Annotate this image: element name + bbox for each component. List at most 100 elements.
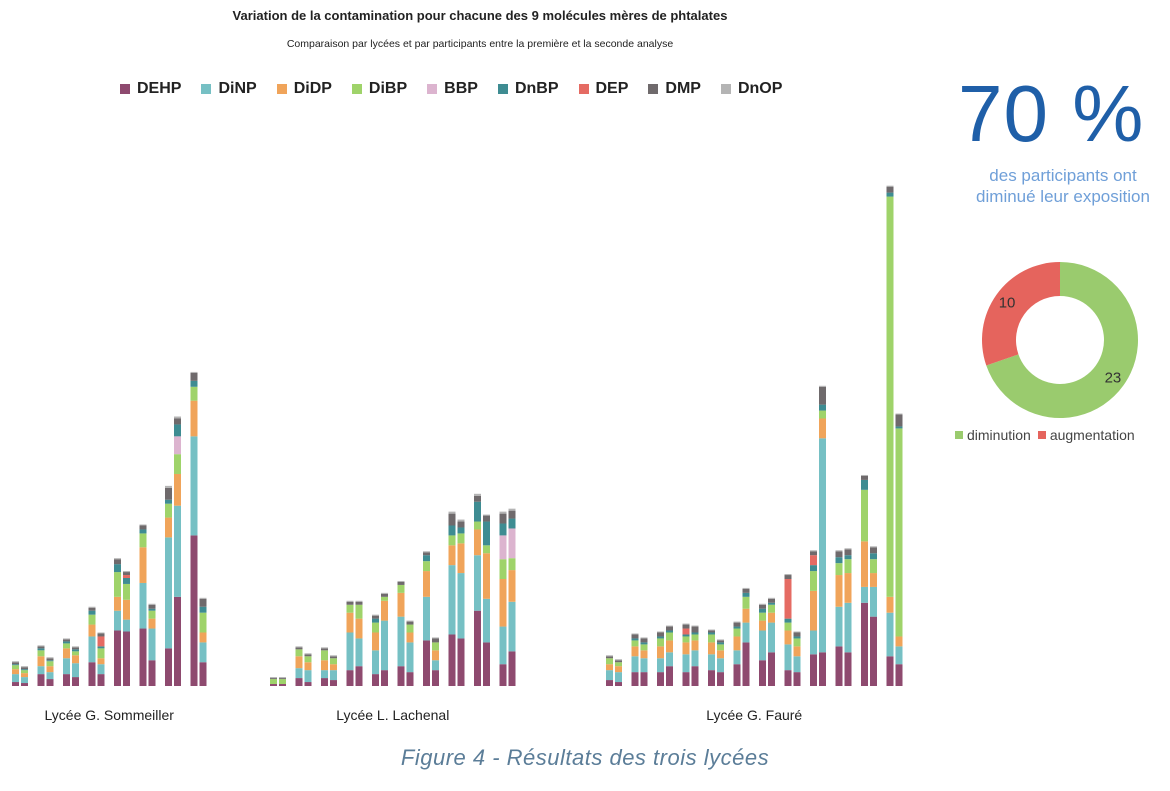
- chart-legend: DEHP DiNP DiDP DiBP BBP DnBP DEP DMP DnOP: [120, 80, 802, 98]
- bar-segment-dinp: [12, 674, 19, 683]
- bar-segment-didp: [742, 608, 750, 623]
- bar-segment-dinp: [861, 586, 868, 603]
- bar-segment-didp: [870, 573, 877, 587]
- bar-segment-dnbp: [88, 610, 96, 615]
- bar-segment-dmp: [819, 386, 826, 405]
- bar-segment-dibp: [474, 521, 481, 530]
- bar-segment-dnop: [21, 666, 28, 668]
- bar-segment-dnop: [37, 645, 45, 647]
- bar-segment-didp: [199, 632, 207, 643]
- bar-segment-didp: [321, 660, 328, 671]
- bar-segment-dinp: [615, 672, 622, 683]
- bar-segment-dehp: [895, 664, 903, 686]
- bar-segment-dehp: [190, 535, 198, 686]
- bar-segment-dibp: [631, 640, 639, 647]
- bar-segment-dnbp: [97, 646, 105, 649]
- bar-segment-dnbp: [139, 529, 147, 534]
- bar-segment-dibp: [199, 612, 207, 633]
- legend-item-dnop: DnOP: [720, 80, 782, 98]
- bar-segment-dnop: [768, 597, 775, 599]
- bar-segment-dmp: [474, 495, 481, 502]
- bar-segment-dmp: [640, 638, 648, 643]
- bar-segment-dehp: [861, 602, 868, 686]
- bar-segment-dnop: [886, 185, 894, 187]
- bar-segment-dehp: [355, 666, 363, 686]
- bar-segment-dnbp: [190, 380, 198, 387]
- bar-segment-dinp: [423, 596, 430, 641]
- bar-segment-dinp: [72, 663, 79, 678]
- bar-segment-dmp: [615, 660, 622, 663]
- bar-segment-dinp: [330, 670, 337, 681]
- bar-segment-dehp: [784, 670, 792, 686]
- bar-segment-dinp: [295, 668, 303, 679]
- legend-swatch: [578, 84, 589, 94]
- bar-segment-dibp: [139, 533, 147, 548]
- bar-segment-dnop: [870, 546, 877, 548]
- bar-segment-dnop: [355, 600, 363, 602]
- bar-segment-didp: [457, 543, 465, 574]
- bar-segment-dinp: [768, 622, 775, 653]
- bar-segment-dehp: [742, 642, 750, 686]
- bar-segment-dep: [123, 575, 130, 579]
- bar-segment-dibp: [457, 533, 465, 544]
- bar-segment-dnop: [606, 655, 613, 657]
- bar-segment-dinp: [474, 555, 481, 611]
- bar-segment-dibp: [321, 650, 328, 661]
- bar-segment-didp: [657, 646, 664, 659]
- bar-segment-bbp: [174, 436, 181, 455]
- bar-segment-didp: [381, 600, 388, 621]
- figure-caption: Figure 4 - Résultats des trois lycées: [400, 745, 770, 770]
- bar-segment-dibp: [759, 612, 766, 621]
- legend-label: DiNP: [218, 80, 257, 97]
- bar-segment-dmp: [372, 615, 379, 619]
- bar-segment-dibp: [346, 604, 354, 613]
- bar-segment-dinp: [346, 632, 354, 671]
- bar-segment-dibp: [37, 650, 45, 657]
- bar-segment-dnbp: [717, 642, 724, 645]
- bar-segment-dnbp: [499, 523, 507, 536]
- bar-segment-dnbp: [759, 608, 766, 613]
- bar-segment-didp: [88, 624, 96, 637]
- bar-segment-didp: [139, 547, 147, 583]
- bar-segment-dehp: [321, 678, 328, 686]
- bar-segment-dibp: [508, 558, 516, 571]
- bar-segment-dnbp: [768, 602, 775, 605]
- legend-swatch: [201, 84, 212, 94]
- bar-segment-dmp: [835, 551, 843, 558]
- bar-segment-didp: [165, 517, 172, 538]
- bar-segment-dehp: [114, 630, 121, 686]
- bar-segment-didp: [640, 650, 648, 659]
- bar-segment-didp: [397, 592, 405, 617]
- bar-segment-dinp: [174, 505, 181, 597]
- bar-segment-dinp: [784, 644, 792, 671]
- bar-segment-dnop: [72, 646, 79, 648]
- bar-segment-dmp: [148, 604, 156, 609]
- bar-segment-dnop: [432, 637, 439, 639]
- bar-segment-dmp: [682, 624, 690, 629]
- bar-segment-dinp: [304, 670, 312, 683]
- bar-segment-didp: [346, 612, 354, 633]
- bar-segment-dmp: [666, 626, 673, 631]
- bar-segment-dmp: [457, 521, 465, 528]
- bar-segment-dnop: [666, 625, 673, 627]
- bar-segment-dibp: [606, 658, 613, 665]
- bar-segment-dmp: [46, 658, 54, 661]
- bar-segment-didp: [508, 570, 516, 602]
- bar-segment-dinp: [88, 636, 96, 663]
- bar-segment-dinp: [508, 601, 516, 652]
- bar-segment-dnbp: [886, 192, 894, 197]
- bar-segment-dibp: [88, 614, 96, 625]
- bar-segment-dinp: [870, 586, 877, 617]
- bar-segment-dmp: [12, 662, 19, 665]
- bar-segment-dehp: [835, 646, 843, 686]
- bar-segment-dinp: [691, 650, 699, 667]
- bar-segment-dehp: [448, 634, 456, 686]
- bar-segment-dehp: [691, 666, 699, 686]
- legend-label: DEHP: [137, 80, 182, 97]
- bar-segment-didp: [330, 664, 337, 671]
- bar-segment-dehp: [21, 683, 28, 686]
- bar-segment-dehp: [768, 652, 775, 686]
- bar-segment-didp: [666, 640, 673, 653]
- bar-segment-dibp: [861, 489, 868, 542]
- bar-segment-dibp: [12, 665, 19, 670]
